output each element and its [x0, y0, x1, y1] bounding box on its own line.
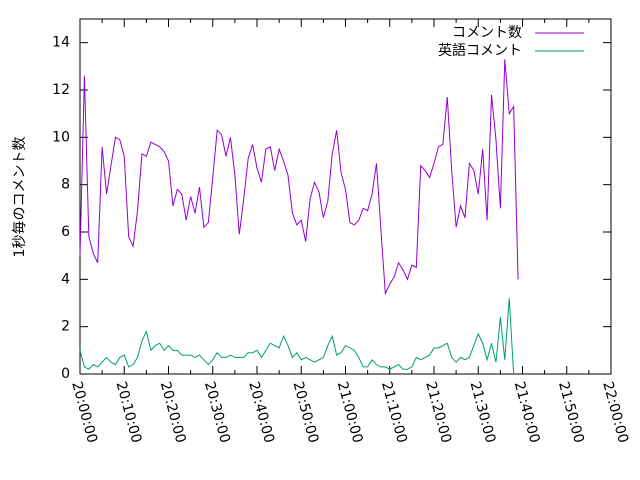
- y-tick-label: 4: [61, 271, 70, 287]
- x-tick-label: 21:00:00: [334, 380, 366, 445]
- x-tick-label: 20:50:00: [290, 380, 322, 445]
- x-tick-label: 21:40:00: [511, 380, 543, 445]
- series-layer: [79, 59, 519, 375]
- y-tick-label: 8: [61, 177, 70, 193]
- legend-label-1: コメント数: [452, 25, 522, 41]
- y-axis: 0 2 4 6 8 10 12 14: [52, 35, 611, 382]
- x-tick-label: 22:00:00: [599, 380, 631, 445]
- x-tick-label: 20:40:00: [245, 380, 277, 445]
- x-tick-label: 20:10:00: [113, 380, 145, 445]
- legend-label-2: 英語コメント: [438, 42, 522, 59]
- x-tick-label: 20:30:00: [201, 380, 233, 445]
- x-tick-label: 20:00:00: [68, 380, 100, 445]
- x-tick-label: 21:30:00: [467, 380, 499, 445]
- y-tick-label: 2: [61, 319, 70, 335]
- x-tick-label: 21:10:00: [378, 380, 410, 445]
- y-tick-label: 10: [52, 129, 70, 145]
- x-axis: 20:00:00 20:10:00 20:20:00 20:30:00 20:40:00…: [68, 19, 631, 445]
- x-tick-label: 20:20:00: [157, 380, 189, 445]
- y-axis-title: 1秒毎のコメント数: [12, 137, 28, 258]
- y-tick-label: 6: [61, 224, 70, 240]
- plot-frame: [79, 18, 612, 375]
- y-tick-label: 12: [52, 82, 70, 98]
- series-line-1: [79, 59, 519, 296]
- y-tick-label: 14: [52, 35, 70, 51]
- x-tick-label: 21:20:00: [422, 380, 454, 445]
- x-tick-label: 21:50:00: [555, 380, 587, 445]
- y-tick-label: 0: [61, 366, 70, 382]
- series-line-2: [79, 298, 515, 375]
